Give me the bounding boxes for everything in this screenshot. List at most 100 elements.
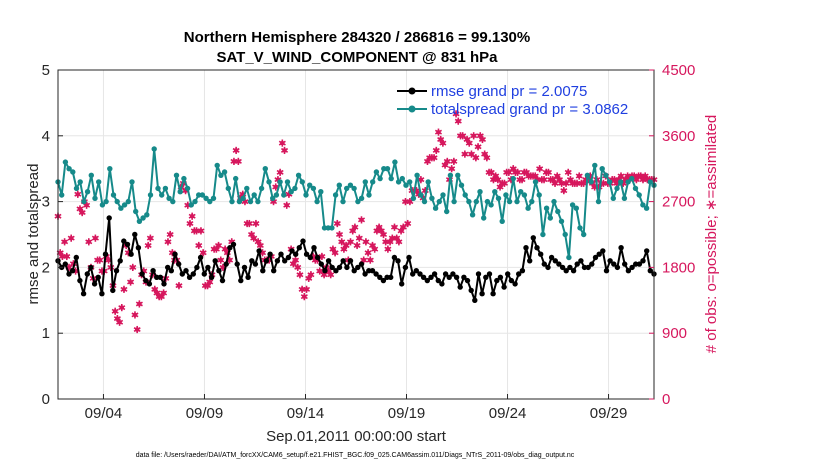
rmse-point xyxy=(559,264,566,271)
totalspread-point xyxy=(329,225,335,231)
obs-point-core xyxy=(115,316,120,321)
obs-point xyxy=(280,146,289,155)
rmse-point xyxy=(234,261,240,267)
obs-point-core xyxy=(134,327,140,332)
obs-point-core xyxy=(354,243,360,248)
rmse-point xyxy=(102,251,109,257)
obs-point-core xyxy=(392,224,397,230)
rmse-point xyxy=(435,277,441,284)
obs-point xyxy=(135,300,143,308)
obs-point-core xyxy=(200,250,206,255)
rmse-point xyxy=(468,287,474,294)
rmse-point xyxy=(358,261,365,267)
rmse-point xyxy=(355,264,361,271)
totalspread-point xyxy=(503,192,509,198)
rmse-point xyxy=(501,284,507,290)
obs-point-core xyxy=(555,173,560,179)
totalspread-point xyxy=(506,198,513,205)
totalspread-point xyxy=(518,189,524,195)
rmse-point xyxy=(282,258,288,264)
totalspread-point xyxy=(110,192,117,198)
obs-point-core xyxy=(277,170,283,175)
obs-point-core xyxy=(634,177,639,182)
totalspread-point xyxy=(233,175,239,182)
obs-point-core xyxy=(291,261,296,266)
totalspread-point xyxy=(192,198,198,205)
totalspread-point xyxy=(88,172,95,178)
totalspread-point xyxy=(292,185,298,192)
obs-point-core xyxy=(387,239,393,245)
rmse-point xyxy=(172,251,178,257)
obs-point xyxy=(186,219,194,228)
y-axis-left-label: rmse and totalspread xyxy=(25,164,42,305)
rmse-point xyxy=(490,291,496,297)
rmse-point xyxy=(249,258,255,264)
obs-point-core xyxy=(297,272,303,277)
x-tick-label: 09/09 xyxy=(186,405,224,422)
obs-point xyxy=(234,157,242,165)
obs-point-core xyxy=(161,290,166,296)
obs-point xyxy=(357,216,366,224)
obs-point xyxy=(333,219,341,228)
rmse-point xyxy=(135,245,142,251)
obs-point-core xyxy=(341,246,347,252)
obs-point-core xyxy=(64,254,69,259)
rmse-point xyxy=(285,254,292,261)
rmse-point xyxy=(428,274,434,280)
totalspread-point xyxy=(521,192,528,198)
totalspread-point xyxy=(495,195,502,201)
totalspread-point xyxy=(240,195,246,201)
obs-point-core xyxy=(306,276,311,281)
totalspread-point xyxy=(159,192,165,198)
obs-point xyxy=(120,285,128,293)
rmse-point xyxy=(527,258,533,264)
rmse-point xyxy=(329,264,335,271)
totalspread-point xyxy=(432,205,439,211)
obs-point xyxy=(131,311,139,319)
y-tick-label-right: 900 xyxy=(662,325,687,342)
obs-point-core xyxy=(233,148,239,153)
totalspread-point xyxy=(214,162,220,169)
obs-point-core xyxy=(253,221,259,226)
obs-point xyxy=(215,241,223,250)
y-tick-label-right: 2700 xyxy=(662,194,695,211)
obs-point xyxy=(160,289,168,297)
rmse-point xyxy=(585,264,591,271)
obs-point xyxy=(399,223,407,231)
totalspread-point xyxy=(59,192,65,198)
obs-point xyxy=(474,143,482,151)
rmse-point xyxy=(110,287,116,294)
totalspread-point xyxy=(455,172,461,178)
obs-point-core xyxy=(561,188,567,193)
rmse-point xyxy=(146,281,153,287)
y-tick-label-left: 5 xyxy=(42,62,50,79)
rmse-point xyxy=(124,241,131,248)
obs-point-core xyxy=(152,287,157,292)
chart-title-line1: Northern Hemisphere 284320 / 286816 = 99… xyxy=(184,29,530,46)
rmse-point xyxy=(494,277,500,284)
obs-point-core xyxy=(79,210,85,215)
obs-point xyxy=(294,263,302,271)
rmse-point xyxy=(523,245,529,251)
totalspread-point xyxy=(484,198,491,205)
obs-point-core xyxy=(471,133,476,138)
totalspread-point xyxy=(96,179,102,185)
rmse-point xyxy=(647,268,653,274)
totalspread-point xyxy=(258,185,265,192)
totalspread-point xyxy=(392,159,398,165)
rmse-point xyxy=(205,264,211,271)
rmse-point xyxy=(77,277,83,284)
obs-point-core xyxy=(308,272,314,277)
totalspread-point xyxy=(244,185,250,192)
rmse-point xyxy=(340,258,346,264)
rmse-point xyxy=(322,268,328,274)
rmse-point xyxy=(197,254,204,261)
obs-point-core xyxy=(86,239,91,245)
rmse-point xyxy=(208,274,215,280)
totalspread-point xyxy=(251,192,257,198)
totalspread-point xyxy=(303,192,309,198)
data-file-footer: data file: /Users/raeder/DAI/ATM_forcXX/… xyxy=(136,452,575,459)
obs-point-core xyxy=(484,155,490,160)
legend-spread-marker xyxy=(408,105,416,113)
totalspread-point xyxy=(629,175,635,182)
